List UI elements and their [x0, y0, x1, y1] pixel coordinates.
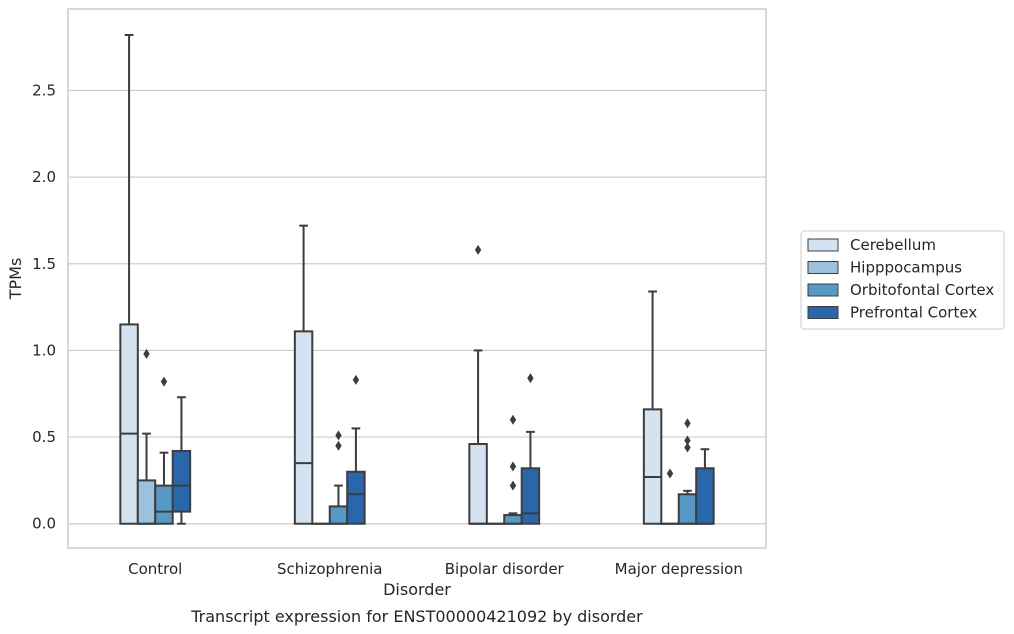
legend-swatch: [807, 283, 839, 297]
outlier-point: [160, 376, 168, 387]
box-cerebellum-major-depression: [642, 290, 663, 525]
box-orbitofontal-cortex-bipolar-disorder: [503, 414, 523, 525]
legend-swatch: [807, 306, 839, 319]
chart-caption: Transcript expression for ENST0000042109…: [190, 607, 643, 626]
outlier-point: [509, 480, 517, 491]
box-body: [154, 484, 174, 525]
outlier-point: [684, 442, 691, 453]
legend-swatch: [807, 238, 839, 252]
box-prefrontal-cortex-bipolar-disorder: [520, 373, 541, 525]
box-body: [642, 408, 663, 525]
outlier-point: [335, 440, 342, 451]
box-body: [468, 443, 488, 525]
outlier-point: [684, 435, 691, 446]
legend-label: Orbitofontal Cortex: [850, 281, 994, 299]
y-tick-label: 1.0: [32, 341, 56, 359]
box-orbitofontal-cortex-schizophrenia: [328, 430, 349, 525]
legend-frame: [800, 230, 1005, 330]
box-hipppocampus-major-depression: [660, 468, 680, 525]
x-tick-label: Major depression: [615, 560, 743, 578]
outlier-point: [509, 461, 517, 472]
box-cerebellum-schizophrenia: [293, 224, 314, 525]
y-axis-ticks: 0.0 0.5 1.0 1.5 2.0 2.5: [32, 81, 56, 532]
box-body: [328, 505, 349, 525]
legend[interactable]: Cerebellum Hipppocampus Orbitofontal Corte…: [800, 230, 1005, 330]
legend-label: Cerebellum: [850, 236, 936, 254]
legend-label: Hipppocampus: [850, 259, 962, 277]
box-prefrontal-cortex-control: [171, 396, 192, 525]
outlier-point: [474, 244, 482, 255]
box-body: [520, 467, 541, 525]
x-tick-label: Bipolar disorder: [445, 560, 565, 578]
y-tick-label: 1.5: [32, 255, 56, 273]
box-body: [119, 323, 139, 525]
box-orbitofontal-cortex-major-depression: [677, 418, 698, 525]
legend-item-orbitofontal-cortex[interactable]: Orbitofontal Cortex: [807, 281, 994, 299]
box-hipppocampus-control: [136, 348, 157, 525]
outlier-point: [352, 374, 360, 385]
box-body: [346, 470, 366, 525]
box-prefrontal-cortex-schizophrenia: [346, 374, 366, 525]
x-axis-ticks: Control Schizophrenia Bipolar disorder Majo…: [128, 560, 743, 578]
y-tick-label: 2.0: [32, 168, 56, 186]
legend-label: Prefrontal Cortex: [850, 304, 977, 322]
x-axis-label: Disorder: [383, 580, 451, 599]
box-body: [503, 514, 523, 525]
x-tick-label: Control: [128, 560, 182, 578]
legend-item-hipppocampus[interactable]: Hipppocampus: [807, 259, 962, 277]
y-tick-label: 0.0: [32, 515, 56, 533]
outlier-point: [335, 430, 342, 441]
legend-swatch: [807, 261, 839, 274]
outlier-point: [509, 414, 517, 425]
outlier-point: [684, 418, 691, 429]
outlier-point: [143, 348, 150, 359]
x-tick-label: Schizophrenia: [277, 560, 382, 578]
y-tick-label: 0.5: [32, 428, 56, 446]
box-orbitofontal-cortex-control: [154, 376, 174, 525]
legend-item-prefrontal-cortex[interactable]: Prefrontal Cortex: [807, 304, 977, 322]
box-prefrontal-cortex-major-depression: [695, 448, 715, 525]
box-cerebellum-control: [119, 33, 139, 525]
box-series-layer: [119, 33, 715, 525]
y-axis-label: TPMs: [6, 258, 25, 301]
legend-item-cerebellum[interactable]: Cerebellum: [807, 236, 936, 254]
outlier-point: [666, 468, 674, 479]
box-cerebellum-bipolar-disorder: [468, 244, 488, 525]
plot-frame: [67, 8, 767, 549]
box-body: [677, 493, 698, 525]
y-tick-label: 2.5: [32, 81, 56, 99]
box-body: [171, 449, 192, 513]
box-body: [293, 330, 314, 525]
box-body: [695, 467, 715, 525]
box-body: [136, 479, 157, 525]
outlier-point: [527, 373, 534, 384]
